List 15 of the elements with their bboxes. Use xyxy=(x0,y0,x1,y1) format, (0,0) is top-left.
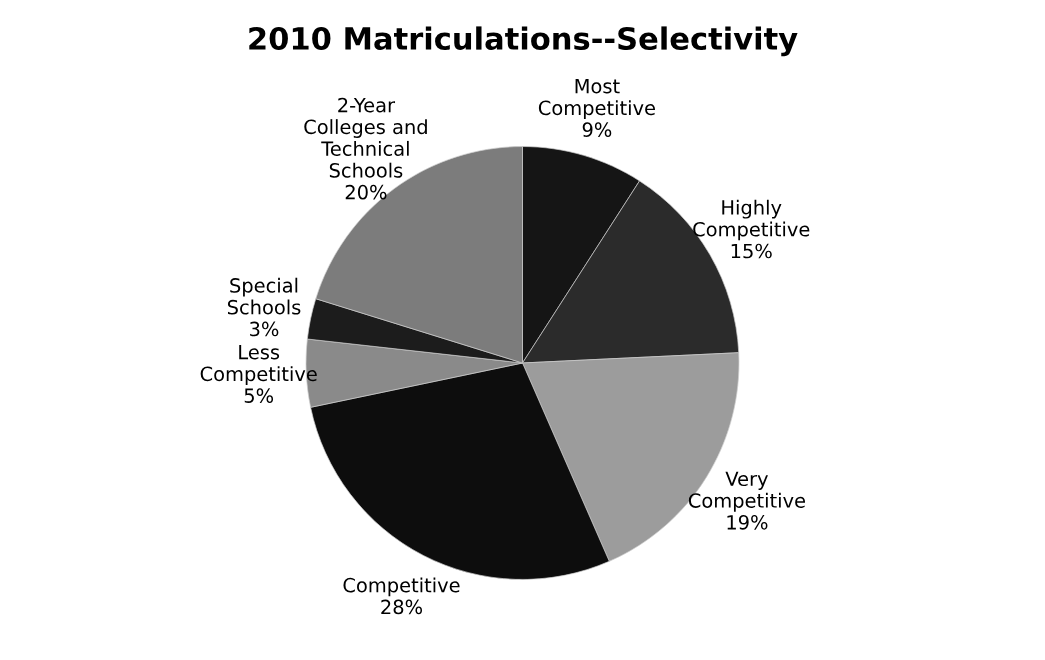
slice-label: Very Competitive xyxy=(688,471,805,512)
data-label: 3% xyxy=(250,321,279,337)
data-label: 20% xyxy=(345,184,387,200)
slice-label: Most Competitive xyxy=(538,79,655,119)
chart-title: 2010 Matriculations--Selectivity xyxy=(249,26,798,57)
slice-label: Competitive xyxy=(343,577,460,597)
slice-label: Highly Competitive xyxy=(693,199,810,241)
data-label: 15% xyxy=(731,243,772,259)
slice-label: 2-Year Colleges and Technical Schools xyxy=(304,97,427,178)
data-label: 5% xyxy=(244,388,274,403)
data-label: 28% xyxy=(381,599,423,615)
data-label: 9% xyxy=(582,122,612,138)
slice-label: Special Schools xyxy=(227,277,301,315)
slice-label: Less Competitive xyxy=(200,344,317,385)
data-label: 19% xyxy=(727,514,768,530)
